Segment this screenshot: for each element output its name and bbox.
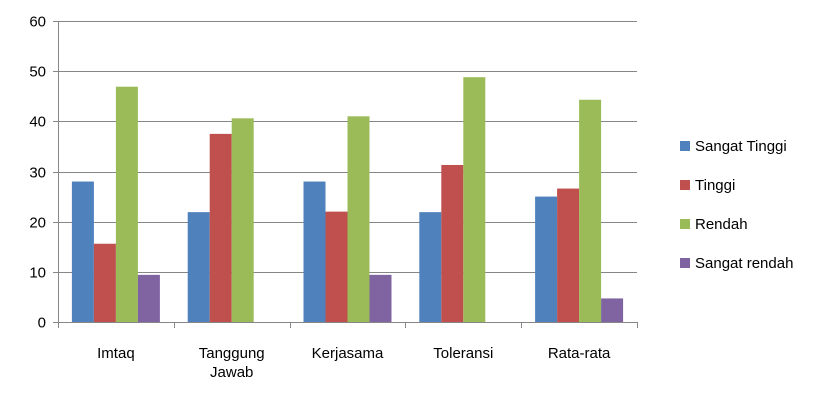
category-label: Imtaq [97, 345, 135, 362]
legend-label: Sangat rendah [695, 255, 793, 272]
bar-sangat-tinggi [535, 196, 558, 322]
y-tick-label: 30 [29, 165, 46, 182]
y-tick-label: 50 [29, 64, 46, 81]
category-label: Toleransi [433, 345, 493, 362]
category-label: Rata-rata [548, 345, 611, 362]
category-labels: Imtaq Tanggung Jawab Kerjasama Toleransi Rata… [97, 345, 611, 381]
y-tick-label: 10 [29, 265, 46, 282]
legend-label: Sangat Tinggi [695, 138, 787, 155]
bar-sangat-tinggi [187, 212, 210, 322]
bar-rendah [347, 116, 370, 322]
legend-label: Rendah [695, 216, 748, 233]
bar-sangat-tinggi [303, 181, 326, 322]
bar-rendah [115, 86, 138, 323]
bar-rendah [579, 99, 602, 323]
bars [71, 77, 624, 323]
category-label: Tanggung [199, 345, 265, 362]
bar-tinggi [557, 188, 580, 322]
legend-swatch [680, 219, 690, 229]
bar-sangat-tinggi [419, 212, 442, 322]
legend-swatch [680, 180, 690, 190]
bar-rendah [463, 77, 486, 322]
y-tick-label: 60 [29, 14, 46, 31]
legend-label: Tinggi [695, 177, 735, 194]
bar-tinggi [325, 211, 348, 322]
bar-tinggi [441, 164, 464, 322]
y-tick-label: 40 [29, 114, 46, 131]
axes [53, 21, 638, 328]
legend-swatch [680, 258, 690, 268]
bar-tinggi [93, 243, 116, 322]
category-label: Kerjasama [312, 345, 384, 362]
bar-rendah [231, 118, 254, 322]
bar-tinggi [209, 133, 232, 322]
y-tick-label: 0 [38, 315, 46, 332]
legend: Sangat Tinggi Tinggi Rendah Sangat rendah [680, 138, 793, 272]
category-label: Jawab [210, 364, 253, 381]
legend-swatch [680, 141, 690, 151]
y-tick-label: 20 [29, 215, 46, 232]
bar-sangat-rendah [601, 298, 624, 322]
y-tick-labels: 0 10 20 30 40 50 60 [29, 14, 46, 332]
bar-sangat-tinggi [71, 181, 94, 322]
bar-sangat-rendah [137, 274, 160, 322]
bar-sangat-rendah [369, 274, 392, 322]
